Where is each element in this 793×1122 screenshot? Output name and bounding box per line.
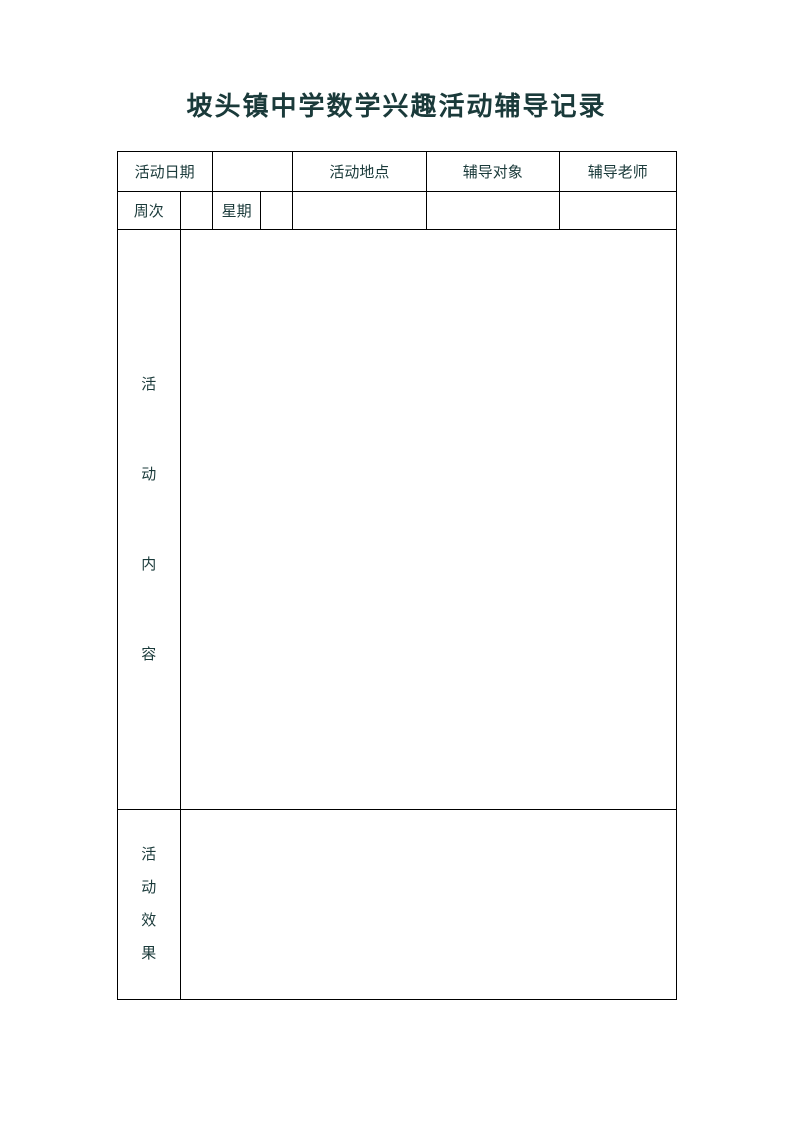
activity-content-row: 活 动 内 容 xyxy=(117,230,676,810)
record-form-table: 活动日期 活动地点 辅导对象 辅导老师 周次 星期 活 动 内 容 活 动 xyxy=(117,151,677,1000)
weekday-value[interactable] xyxy=(261,192,293,230)
activity-date-label: 活动日期 xyxy=(117,152,212,192)
content-char-4: 容 xyxy=(118,610,181,700)
content-char-2: 动 xyxy=(118,430,181,520)
tutoring-target-label: 辅导对象 xyxy=(426,152,559,192)
teacher-value[interactable] xyxy=(560,192,677,230)
activity-effect-row: 活 动 效 果 xyxy=(117,810,676,1000)
activity-location-label: 活动地点 xyxy=(293,152,426,192)
tutoring-teacher-label: 辅导老师 xyxy=(560,152,677,192)
header-row-1: 活动日期 活动地点 辅导对象 辅导老师 xyxy=(117,152,676,192)
content-char-1: 活 xyxy=(118,340,181,430)
effect-char-4: 果 xyxy=(118,938,181,971)
effect-char-2: 动 xyxy=(118,872,181,905)
weekday-label: 星期 xyxy=(212,192,261,230)
activity-date-value[interactable] xyxy=(212,152,292,192)
week-number-value[interactable] xyxy=(181,192,213,230)
header-row-2: 周次 星期 xyxy=(117,192,676,230)
effect-char-1: 活 xyxy=(118,839,181,872)
target-value[interactable] xyxy=(426,192,559,230)
week-number-label: 周次 xyxy=(117,192,181,230)
activity-content-label: 活 动 内 容 xyxy=(117,230,181,810)
location-value[interactable] xyxy=(293,192,426,230)
page-title: 坡头镇中学数学兴趣活动辅导记录 xyxy=(0,0,793,151)
effect-char-3: 效 xyxy=(118,905,181,938)
activity-effect-value[interactable] xyxy=(181,810,676,1000)
content-char-3: 内 xyxy=(118,520,181,610)
activity-content-value[interactable] xyxy=(181,230,676,810)
activity-effect-label: 活 动 效 果 xyxy=(117,810,181,1000)
